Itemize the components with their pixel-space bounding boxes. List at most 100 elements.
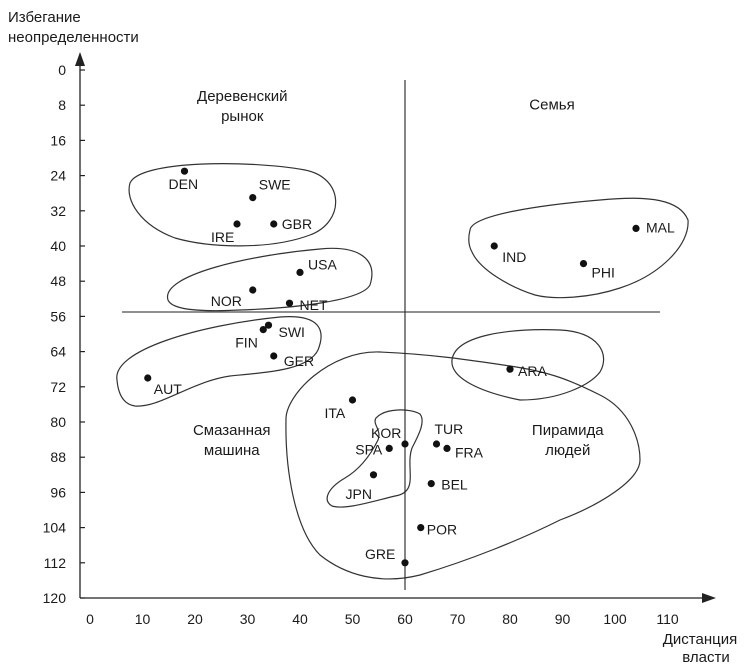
point-por bbox=[417, 524, 425, 532]
point-label-fin: FIN bbox=[235, 335, 258, 351]
y-tick-label: 88 bbox=[50, 449, 66, 465]
point-den bbox=[180, 167, 189, 175]
point-ger bbox=[270, 352, 278, 360]
y-tick-label: 40 bbox=[50, 238, 66, 254]
x-axis-title: Дистанция власти bbox=[663, 631, 737, 666]
point-label-usa: USA bbox=[308, 256, 337, 272]
quadrant-label-1: Деревенский рынок bbox=[197, 88, 287, 125]
y-tick-label: 32 bbox=[50, 203, 66, 219]
data-points: DEN SWE IRE GBR USA NOR NET SWI FIN GER AUT ITA KOR T… bbox=[144, 167, 675, 567]
point-label-den: DEN bbox=[169, 176, 199, 192]
point-fin bbox=[259, 326, 267, 334]
quadrant-label-4: Пирамида людей bbox=[532, 422, 604, 459]
point-usa bbox=[296, 268, 304, 276]
point-label-phi: PHI bbox=[592, 265, 615, 281]
point-swe bbox=[249, 194, 257, 202]
point-label-nor: NOR bbox=[211, 293, 242, 309]
point-label-gbr: GBR bbox=[282, 216, 312, 232]
x-tick-label: 0 bbox=[86, 611, 94, 627]
point-bel bbox=[427, 480, 435, 488]
point-ire bbox=[233, 220, 241, 228]
y-tick-label: 96 bbox=[50, 484, 66, 500]
point-label-swi: SWI bbox=[279, 324, 305, 340]
point-label-ger: GER bbox=[284, 353, 314, 369]
point-nor bbox=[249, 286, 257, 294]
x-tick-labels: 0 10 20 30 40 50 60 70 80 90 100 110 bbox=[86, 611, 679, 627]
point-label-mal: MAL bbox=[646, 219, 675, 235]
y-tick-labels: 0 8 16 24 32 40 48 56 64 72 80 88 96 104 112 120 bbox=[43, 62, 85, 606]
point-label-gre: GRE bbox=[365, 546, 395, 562]
point-label-ind: IND bbox=[502, 249, 526, 265]
y-axis-title: Избегание неопределенности bbox=[8, 9, 139, 46]
x-tick-label: 80 bbox=[502, 611, 518, 627]
point-label-por: POR bbox=[427, 522, 457, 538]
point-mal bbox=[632, 224, 640, 232]
quadrant-label-2: Семья bbox=[529, 97, 574, 114]
cluster-outline-german bbox=[116, 316, 322, 407]
x-tick-label: 110 bbox=[656, 611, 679, 627]
axes bbox=[75, 52, 716, 603]
y-tick-label: 0 bbox=[58, 62, 66, 78]
point-label-aut: AUT bbox=[154, 381, 182, 397]
quadrant-dividers bbox=[122, 80, 660, 590]
y-tick-label: 16 bbox=[50, 132, 66, 148]
cluster-outline-arab bbox=[451, 329, 605, 401]
y-tick-label: 64 bbox=[50, 344, 66, 360]
point-gbr bbox=[270, 220, 278, 228]
cluster-outline-nordic bbox=[128, 163, 337, 247]
point-label-net: NET bbox=[300, 297, 328, 313]
cluster-outline-latin bbox=[285, 351, 641, 580]
point-label-swe: SWE bbox=[259, 177, 291, 193]
point-label-spa: SPA bbox=[355, 441, 383, 457]
x-tick-label: 40 bbox=[292, 611, 308, 627]
point-label-ire: IRE bbox=[211, 229, 234, 245]
point-label-kor: KOR bbox=[371, 425, 401, 441]
point-label-tur: TUR bbox=[435, 421, 464, 437]
x-tick-label: 20 bbox=[187, 611, 203, 627]
point-swi bbox=[264, 321, 273, 329]
x-tick-label: 10 bbox=[135, 611, 151, 627]
cluster-outline-asia bbox=[468, 197, 689, 299]
y-tick-label: 120 bbox=[43, 590, 67, 606]
axis-titles: Избегание неопределенности Дистанция власти bbox=[8, 9, 737, 666]
x-tick-label: 100 bbox=[603, 611, 627, 627]
y-tick-label: 56 bbox=[50, 308, 66, 324]
quadrant-labels: Деревенский рынок Семья Смазанная машина Пира… bbox=[193, 88, 604, 459]
point-tur bbox=[432, 440, 441, 448]
point-ara bbox=[506, 365, 514, 373]
y-tick-label: 72 bbox=[50, 379, 66, 395]
x-axis-arrow bbox=[702, 593, 716, 603]
point-spa bbox=[385, 444, 393, 452]
point-ind bbox=[490, 242, 498, 250]
y-tick-label: 8 bbox=[58, 97, 66, 113]
cluster-outline-korea bbox=[326, 409, 423, 508]
point-phi bbox=[579, 260, 588, 268]
point-label-ara: ARA bbox=[518, 363, 547, 379]
x-tick-label: 60 bbox=[397, 611, 413, 627]
point-label-bel: BEL bbox=[441, 477, 468, 493]
y-tick-label: 104 bbox=[43, 520, 67, 536]
point-kor bbox=[401, 440, 409, 448]
y-tick-label: 112 bbox=[44, 555, 67, 571]
cluster-outlines bbox=[116, 163, 689, 580]
y-tick-label: 48 bbox=[50, 273, 66, 289]
point-label-ita: ITA bbox=[325, 405, 346, 421]
point-net bbox=[285, 299, 294, 307]
y-tick-label: 80 bbox=[50, 414, 66, 430]
point-label-jpn: JPN bbox=[346, 486, 372, 502]
x-tick-label: 50 bbox=[345, 611, 361, 627]
x-tick-label: 70 bbox=[450, 611, 466, 627]
x-tick-label: 30 bbox=[240, 611, 256, 627]
point-gre bbox=[401, 559, 409, 567]
cluster-outline-usa-net-nor bbox=[167, 247, 373, 312]
x-tick-label: 90 bbox=[555, 611, 571, 627]
quadrant-label-3: Смазанная машина bbox=[193, 422, 271, 459]
point-ita bbox=[348, 396, 357, 404]
y-tick-label: 24 bbox=[50, 168, 66, 184]
y-axis-arrow bbox=[75, 52, 85, 66]
point-fra bbox=[443, 444, 451, 452]
point-label-fra: FRA bbox=[455, 444, 484, 460]
point-aut bbox=[144, 374, 152, 382]
point-jpn bbox=[369, 471, 378, 479]
